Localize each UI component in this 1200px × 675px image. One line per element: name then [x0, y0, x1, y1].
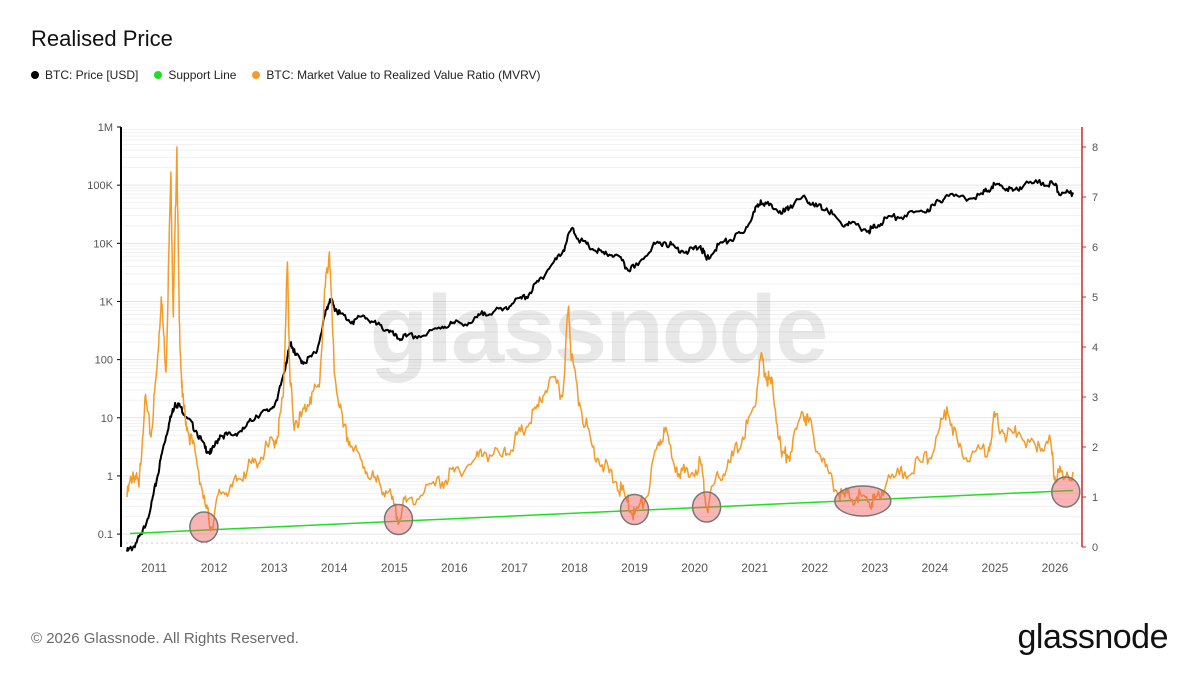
y-left-tick-label: 1K	[100, 296, 114, 308]
glassnode-logo: glassnode	[1017, 618, 1168, 656]
y-right-tick-label: 1	[1092, 492, 1098, 504]
highlight-circle	[1051, 476, 1081, 508]
y-right-tick-label: 4	[1092, 342, 1098, 354]
highlight-circle	[189, 511, 219, 543]
x-tick-label: 2026	[1042, 561, 1069, 575]
y-right-tick-label: 6	[1092, 242, 1098, 254]
x-tick-label: 2014	[321, 561, 348, 575]
legend-dot-mvrv	[252, 71, 261, 79]
highlight-circle	[834, 485, 892, 517]
x-tick-label: 2023	[861, 561, 888, 575]
x-tick-label: 2024	[921, 561, 948, 575]
x-tick-label: 2020	[681, 561, 708, 575]
x-tick-label: 2018	[561, 561, 588, 575]
y-left-tick-label: 100	[95, 355, 113, 367]
gridlines	[121, 129, 1082, 544]
y-right-tick-label: 0	[1092, 542, 1098, 554]
y-right-tick-label: 3	[1092, 392, 1098, 404]
x-tick-label: 2025	[982, 561, 1009, 575]
y-left-tick-label: 100K	[87, 180, 113, 192]
x-tick-label: 2011	[141, 561, 167, 575]
x-tick-label: 2013	[261, 561, 288, 575]
legend-item-mvrv[interactable]: BTC: Market Value to Realized Value Rati…	[252, 68, 541, 82]
x-tick-label: 2015	[381, 561, 408, 575]
x-tick-label: 2016	[441, 561, 468, 575]
x-tick-label: 2012	[201, 561, 228, 575]
y-right-tick-label: 7	[1092, 192, 1098, 204]
chart-title: Realised Price	[31, 26, 173, 51]
highlight-circle	[383, 503, 414, 536]
y-right-tick-label: 5	[1092, 292, 1098, 304]
y-left-tick-label: 10	[101, 413, 113, 425]
copyright-text: © 2026 Glassnode. All Rights Reserved.	[31, 630, 299, 647]
y-left-tick-label: 10K	[93, 238, 113, 250]
y-left-tick-label: 0.1	[98, 529, 113, 541]
x-tick-label: 2022	[801, 561, 828, 575]
x-tick-label: 2021	[741, 561, 768, 575]
legend-label-support-line: Support Line	[168, 68, 237, 82]
highlight-circle	[619, 493, 650, 526]
y-right-tick-label: 2	[1092, 442, 1098, 454]
legend-item-price[interactable]: BTC: Price [USD]	[31, 68, 138, 82]
legend: BTC: Price [USD] Support Line BTC: Marke…	[31, 68, 541, 82]
legend-label-price: BTC: Price [USD]	[45, 68, 139, 82]
y-left-tick-label: 1M	[98, 122, 113, 134]
highlight-circle	[691, 491, 722, 523]
series-line-price	[126, 179, 1074, 552]
series-line-support	[129, 489, 1074, 535]
x-tick-label: 2019	[621, 561, 648, 575]
legend-label-mvrv: BTC: Market Value to Realized Value Rati…	[266, 68, 541, 82]
axes: 0.1 1 10 100 1K 10K 100K 1M 0 1 2 3 4 5 6 7 8 2011 2012 201…	[87, 122, 1098, 575]
legend-dot-support-line	[154, 71, 163, 79]
y-left-tick-label: 1	[107, 471, 113, 483]
chart-area[interactable]: glassnode 0.1 1 10 100 1K 10K 100K 1M 0 1 2 3 4 5 6 7 8 2…	[0, 0, 1200, 600]
highlight-layer	[189, 476, 1081, 543]
y-right-tick-label: 8	[1092, 142, 1098, 154]
watermark: glassnode	[370, 276, 827, 383]
x-tick-label: 2017	[501, 561, 528, 575]
legend-item-support-line[interactable]: Support Line	[154, 68, 236, 82]
legend-dot-price	[31, 71, 39, 79]
